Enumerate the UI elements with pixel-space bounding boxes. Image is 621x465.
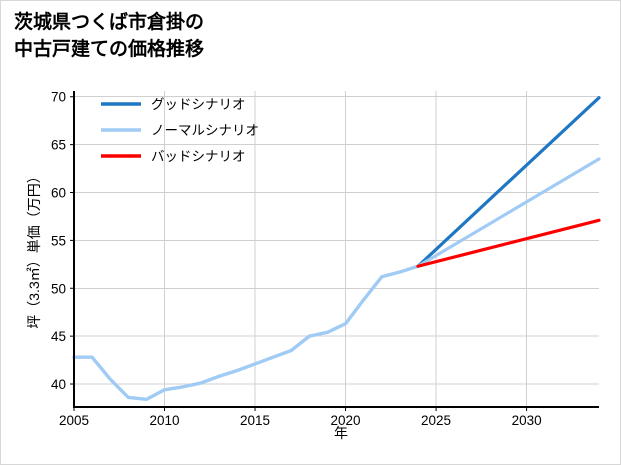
- x-tick-label: 2020: [331, 413, 361, 428]
- x-tick-label: 2030: [512, 413, 542, 428]
- x-tick-labels: 2005 2010 2015 2020 2025 2030: [59, 407, 542, 428]
- x-tick-label: 2005: [59, 413, 89, 428]
- series-line-1: [416, 96, 601, 268]
- legend-item-2[interactable]: バッドシナリオ: [101, 149, 246, 164]
- legend-item-0[interactable]: グッドシナリオ: [101, 97, 246, 112]
- legend-item-1[interactable]: ノーマルシナリオ: [101, 123, 259, 138]
- y-tick-label: 50: [51, 281, 66, 296]
- y-axis-title: 坪（3.3㎡）単価（万円）: [26, 169, 42, 328]
- series-line-2: [416, 157, 601, 268]
- y-tick-label: 40: [51, 377, 66, 392]
- series-lines: [72, 96, 601, 402]
- legend-label: グッドシナリオ: [151, 97, 246, 112]
- x-tick-label: 2015: [240, 413, 270, 428]
- y-gridlines: [74, 96, 599, 385]
- plot-background: [74, 91, 599, 407]
- page-title: 茨城県つくば市倉掛の 中古戸建ての価格推移: [14, 12, 205, 60]
- x-tick-label: 2010: [149, 413, 179, 428]
- x-tick-label: 2025: [421, 413, 451, 428]
- y-tick-label: 55: [51, 233, 66, 248]
- x-axis-title: 年: [334, 425, 348, 441]
- y-tick-label: 65: [51, 138, 66, 153]
- series-line-3: [416, 218, 601, 268]
- legend-label: バッドシナリオ: [151, 149, 246, 164]
- series-line-0: [72, 264, 420, 402]
- y-tick-label: 45: [51, 329, 66, 344]
- y-tick-labels: 40 45 50 55 60 65 70: [51, 90, 74, 392]
- y-tick-label: 70: [51, 90, 66, 105]
- y-tick-label: 60: [51, 186, 66, 201]
- legend-label: ノーマルシナリオ: [151, 123, 259, 138]
